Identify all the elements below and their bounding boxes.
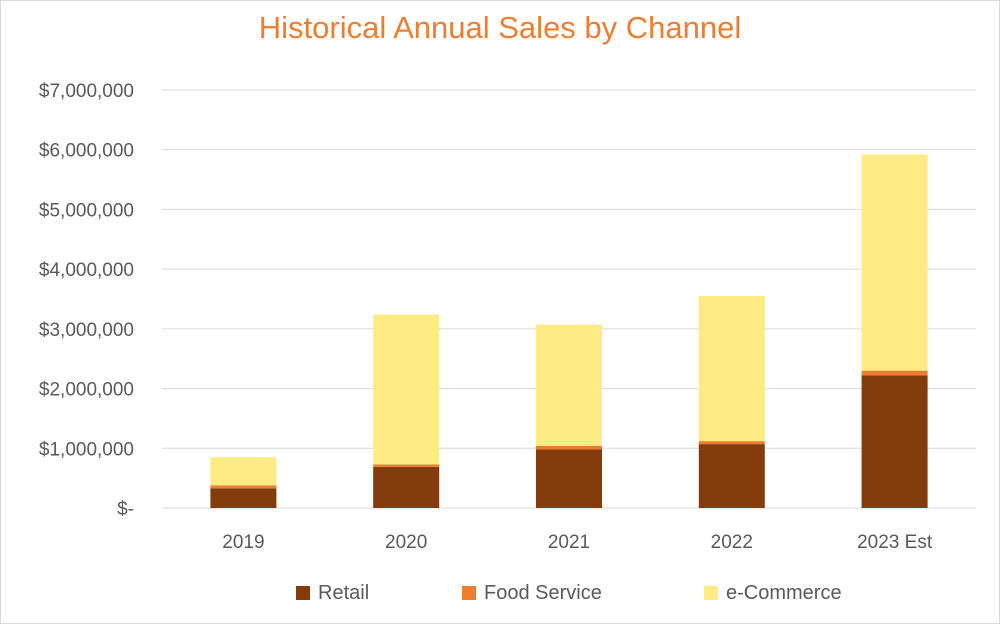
- bar-food-service-2020: [373, 464, 440, 467]
- y-tick-label: $3,000,000: [39, 320, 134, 341]
- bar-e-commerce-2020: [373, 314, 440, 465]
- x-tick-label: 2023 Est: [857, 532, 933, 553]
- x-tick-label: 2019: [222, 532, 264, 553]
- legend-label-retail: Retail: [318, 581, 370, 604]
- legend-item-ecommerce: e-Commerce: [704, 578, 842, 608]
- bar-e-commerce-2021: [536, 324, 602, 446]
- bar-retail-2020: [373, 466, 440, 508]
- y-tick-label: $5,000,000: [39, 200, 134, 221]
- legend-item-retail: Retail: [296, 578, 369, 608]
- bar-food-service-2023-est: [861, 370, 928, 376]
- legend-item-food-service: Food Service: [462, 578, 602, 608]
- legend-label-food-service: Food Service: [484, 581, 602, 604]
- bar-e-commerce-2023-est: [861, 154, 928, 371]
- bar-e-commerce-2022: [698, 296, 765, 442]
- bar-retail-2023-est: [861, 375, 928, 508]
- bar-e-commerce-2019: [210, 457, 277, 486]
- x-tick-label: 2022: [711, 532, 753, 553]
- x-tick-label: 2021: [548, 532, 590, 553]
- bar-retail-2022: [698, 444, 765, 508]
- x-tick-label: 2020: [385, 532, 427, 553]
- bar-retail-2021: [536, 449, 602, 508]
- chart-legend: Retail Food Service e-Commerce: [0, 578, 1000, 608]
- y-tick-label: $1,000,000: [39, 439, 134, 460]
- legend-swatch-ecommerce: [704, 586, 718, 600]
- bar-retail-2019: [210, 488, 277, 508]
- legend-swatch-retail: [296, 586, 310, 600]
- y-tick-label: $2,000,000: [39, 380, 134, 401]
- bar-food-service-2021: [536, 445, 602, 450]
- y-tick-label: $7,000,000: [39, 81, 134, 102]
- y-tick-label: $6,000,000: [39, 141, 134, 162]
- y-tick-label: $4,000,000: [39, 260, 134, 281]
- y-tick-label: $-: [117, 499, 134, 520]
- chart-title: Historical Annual Sales by Channel: [258, 10, 742, 45]
- bar-food-service-2022: [698, 441, 765, 445]
- bar-food-service-2019: [210, 485, 277, 489]
- legend-swatch-food-service: [462, 586, 476, 600]
- legend-label-ecommerce: e-Commerce: [726, 581, 842, 604]
